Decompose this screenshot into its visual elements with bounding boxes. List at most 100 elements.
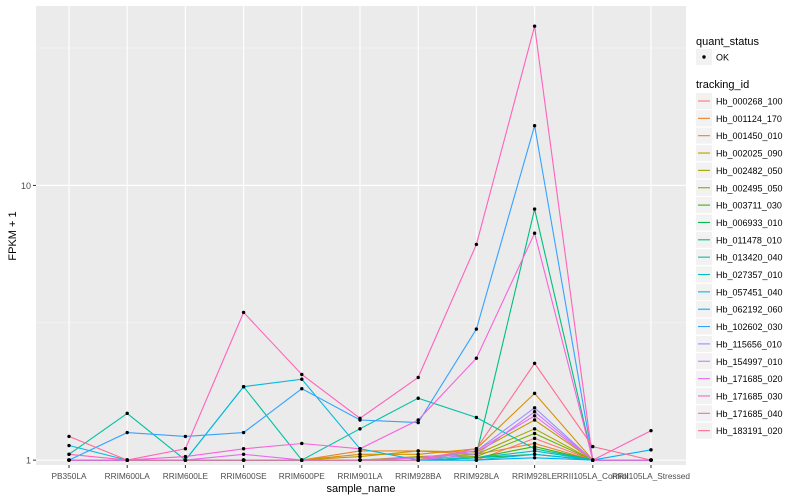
data-point xyxy=(474,458,479,462)
y-axis: 1 10 xyxy=(21,181,36,466)
x-tick-label: RRIM928LA xyxy=(454,471,500,481)
series-legend: Hb_000268_100 Hb_001124_170 Hb_001450_010 H… xyxy=(696,93,783,439)
data-point xyxy=(300,441,304,446)
data-point xyxy=(474,327,479,331)
data-point xyxy=(416,449,420,453)
legend-label: Hb_027357_010 xyxy=(716,270,783,280)
legend-label: Hb_154997_010 xyxy=(716,357,783,367)
data-point xyxy=(532,449,537,453)
data-point xyxy=(532,410,537,414)
data-point xyxy=(241,385,246,389)
data-point xyxy=(416,456,420,460)
data-point xyxy=(532,427,537,431)
data-point xyxy=(241,447,246,451)
legend-label: Hb_003711_030 xyxy=(716,201,782,211)
x-axis-title: sample_name xyxy=(326,483,395,495)
x-tick-label: RRIM928BA xyxy=(395,471,442,481)
data-point xyxy=(532,452,537,457)
data-point xyxy=(532,414,537,418)
y-axis-title: FPKM + 1 xyxy=(7,211,19,260)
data-point xyxy=(416,418,420,422)
data-point xyxy=(532,406,537,410)
data-point xyxy=(300,458,304,462)
data-points xyxy=(67,24,653,462)
legend: quant_status OK tracking_id Hb_000268_10… xyxy=(696,36,783,439)
data-point xyxy=(241,430,246,435)
data-point xyxy=(532,418,537,422)
y-tick-label: 1 xyxy=(26,456,31,466)
x-tick-label: RRIM600SE xyxy=(221,471,268,481)
legend-label: Hb_102602_030 xyxy=(716,322,783,332)
data-point xyxy=(241,458,246,462)
data-point xyxy=(183,447,188,451)
legend-label: Hb_001124_170 xyxy=(716,114,782,124)
y-tick-label: 10 xyxy=(21,181,31,191)
data-point xyxy=(532,456,537,460)
point-legend-title: quant_status xyxy=(696,36,759,48)
data-point xyxy=(416,458,420,462)
data-point xyxy=(474,242,479,247)
data-point xyxy=(358,454,362,459)
x-tick-label: RRIM600LE xyxy=(163,471,209,481)
legend-label: Hb_013420_040 xyxy=(716,253,783,263)
data-point xyxy=(241,310,246,315)
x-tick-label: RRIM928LE xyxy=(512,471,558,481)
legend-label: Hb_183191_020 xyxy=(716,426,783,436)
data-point xyxy=(649,428,653,433)
data-point xyxy=(649,448,653,452)
x-tick-label: RRIM600PE xyxy=(279,471,326,481)
data-point xyxy=(532,436,537,441)
data-point xyxy=(183,454,188,459)
data-point xyxy=(67,443,71,448)
data-point xyxy=(358,427,362,431)
data-point xyxy=(532,361,537,366)
data-point xyxy=(67,434,71,439)
data-point xyxy=(300,377,304,381)
legend-label: OK xyxy=(716,53,729,63)
data-point xyxy=(183,434,188,439)
data-point xyxy=(474,456,479,460)
legend-title: tracking_id xyxy=(696,79,749,91)
data-point xyxy=(125,458,129,462)
legend-label: Hb_006933_010 xyxy=(716,218,783,228)
data-point xyxy=(591,458,595,462)
legend-label: Hb_002482_050 xyxy=(716,166,783,176)
data-point xyxy=(532,441,537,446)
x-tick-label: RRII105LA_Stressed xyxy=(612,471,690,481)
legend-label: Hb_171685_020 xyxy=(716,374,783,384)
x-tick-label: RRIM901LA xyxy=(337,471,383,481)
data-point xyxy=(474,356,479,360)
data-point xyxy=(474,447,479,451)
data-point xyxy=(67,458,71,462)
legend-label: Hb_001450_010 xyxy=(716,131,783,141)
data-point xyxy=(532,231,537,235)
data-point xyxy=(241,452,246,457)
data-point xyxy=(300,372,304,377)
legend-label: Hb_011478_010 xyxy=(716,235,782,245)
data-point xyxy=(532,24,537,28)
legend-label: Hb_002495_050 xyxy=(716,183,783,193)
data-point xyxy=(474,415,479,420)
data-point xyxy=(358,458,362,462)
legend-label: Hb_057451_040 xyxy=(716,287,783,297)
data-point xyxy=(300,386,304,391)
legend-label: Hb_062192_060 xyxy=(716,305,783,315)
data-point xyxy=(532,391,537,396)
legend-label: Hb_171685_030 xyxy=(716,391,783,401)
data-point xyxy=(532,207,537,211)
grid xyxy=(36,6,686,465)
data-point xyxy=(532,431,537,436)
data-point xyxy=(125,430,129,435)
legend-label: Hb_171685_040 xyxy=(716,409,783,419)
data-point xyxy=(591,444,595,449)
point-legend: OK xyxy=(696,49,729,65)
legend-label: Hb_000268_100 xyxy=(716,97,783,107)
data-point xyxy=(125,411,129,416)
legend-point-symbol xyxy=(702,55,706,59)
legend-label: Hb_115656_010 xyxy=(716,339,782,349)
data-point xyxy=(358,416,362,420)
data-point xyxy=(649,458,653,462)
x-tick-label: RRII105LA_Control xyxy=(557,471,629,481)
data-point xyxy=(416,420,420,425)
